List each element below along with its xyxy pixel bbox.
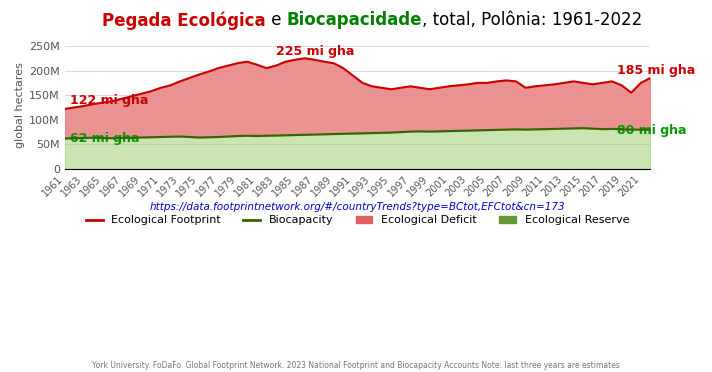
Text: 225 mi gha: 225 mi gha bbox=[276, 45, 355, 58]
Text: York University. FoDaFo. Global Footprint Network. 2023 National Footprint and B: York University. FoDaFo. Global Footprin… bbox=[92, 361, 620, 370]
Y-axis label: global hectares: global hectares bbox=[15, 62, 25, 148]
Text: Pegada Ecológica: Pegada Ecológica bbox=[103, 11, 266, 30]
Text: 80 mi gha: 80 mi gha bbox=[617, 124, 686, 137]
Text: e: e bbox=[266, 12, 287, 29]
Legend: Ecological Footprint, Biocapacity, Ecological Deficit, Ecological Reserve: Ecological Footprint, Biocapacity, Ecolo… bbox=[81, 211, 634, 230]
Text: 62 mi gha: 62 mi gha bbox=[70, 132, 139, 145]
Text: https://data.footprintnetwork.org/#/countryTrends?type=BCtot,EFCtot&cn=173: https://data.footprintnetwork.org/#/coun… bbox=[150, 202, 565, 212]
Text: 185 mi gha: 185 mi gha bbox=[617, 64, 695, 77]
Text: Biocapacidade: Biocapacidade bbox=[287, 12, 422, 29]
Text: 122 mi gha: 122 mi gha bbox=[70, 94, 148, 107]
Text: , total, Polônia: 1961-2022: , total, Polônia: 1961-2022 bbox=[422, 12, 642, 29]
